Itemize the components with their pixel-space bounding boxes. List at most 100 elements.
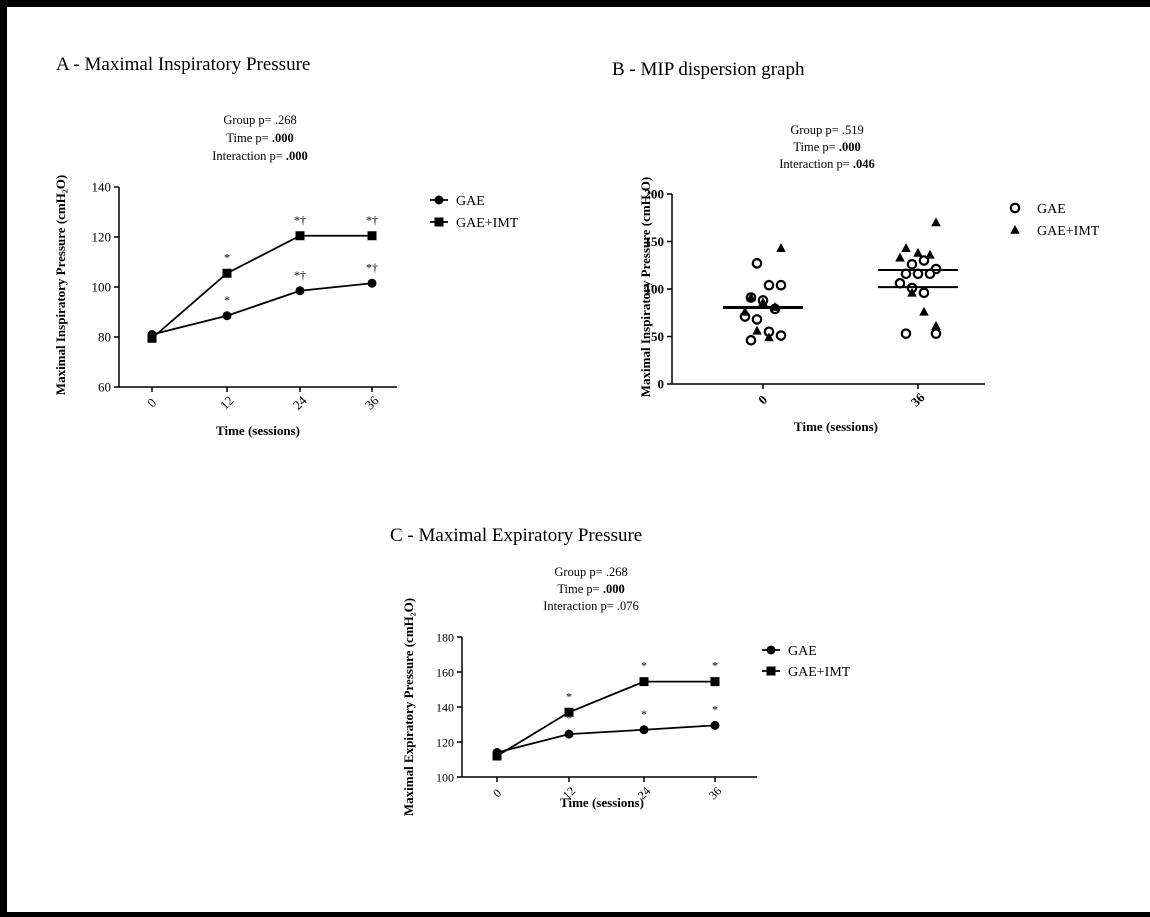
chart-a-series-0-point [222, 311, 232, 321]
chart-b-stat-1: Time p= .000 [793, 140, 860, 154]
chart-b-series-1-point [931, 321, 941, 330]
chart-c-stat-0: Group p= .268 [554, 565, 627, 579]
chart-b-series-0-point [763, 279, 775, 291]
chart-b-series-0-point [775, 279, 787, 291]
chart-a-x-tick-label: 0 [144, 395, 159, 410]
chart-c-legend-0-marker [766, 645, 776, 655]
chart-b-y-tick-label: 200 [645, 187, 665, 202]
chart-c-annotation: * [712, 659, 718, 673]
chart-a-stat-1: Time p= .000 [226, 131, 293, 145]
chart-c-series-1-line [496, 680, 715, 757]
chart-c-stat-1: Time p= .000 [557, 582, 624, 596]
chart-b-legend-1-label: GAE+IMT [1037, 224, 1100, 239]
chart-c-annotation: * [566, 689, 572, 703]
chart-b-y-tick-label: 150 [645, 234, 665, 249]
chart-c-annotation: * [712, 702, 718, 716]
chart-c-annotation: * [641, 659, 647, 673]
chart-c-series-0-point [710, 720, 720, 730]
chart-a-stat-2: Interaction p= .000 [212, 149, 308, 163]
chart-b-series-1-point [913, 247, 923, 257]
chart-a-y-tick-label: 140 [92, 180, 112, 195]
chart-b-y-tick-label: 0 [658, 377, 665, 392]
chart-a-x-tick-label: 24 [290, 392, 310, 412]
chart-c-series-1-point [639, 677, 649, 687]
chart-a-legend-1-label: GAE+IMT [456, 216, 519, 231]
chart-b-y-tick-label: 100 [645, 282, 665, 297]
chart-b-series-0-point [906, 258, 918, 270]
chart-a-annotation: *† [294, 268, 306, 282]
chart-c-annotation: * [566, 711, 572, 725]
chart-c-series-1-point [492, 751, 502, 761]
chart-b-y-tick-label: 50 [651, 329, 664, 344]
chart-b-y-axis-label: Maximal Inspiratory Pressure (cmH₂O) [638, 177, 653, 397]
chart-b-series-1-point [931, 217, 941, 227]
chart-c-y-tick-label: 120 [436, 736, 454, 750]
chart-a-annotation: * [224, 293, 230, 307]
chart-c-series-1-point [710, 677, 720, 687]
chart-a-series-0-line [151, 282, 373, 336]
chart-b-legend-0-label: GAE [1037, 202, 1066, 217]
chart-b-x-tick-label: 0 [755, 392, 770, 407]
chart-b-series-0-point [918, 287, 930, 299]
chart-c-series-0-line [496, 724, 716, 754]
chart-a-legend-0-marker [434, 195, 444, 205]
chart-c-legend-0-label: GAE [788, 644, 817, 659]
chart-c-series-1-point [564, 707, 574, 717]
chart-a-y-tick-label: 100 [92, 280, 112, 295]
chart-a-series-0-point [367, 278, 377, 288]
chart-c-stat-2: Interaction p= .076 [543, 599, 639, 613]
chart-a-y-tick-label: 120 [92, 230, 112, 245]
chart-b-series-0-point [751, 258, 763, 269]
chart-b-series-1-point [776, 243, 786, 252]
chart-b-series-0-point [745, 334, 757, 346]
chart-b-series-1-point [740, 306, 750, 316]
chart-b-title: B - MIP dispersion graph [612, 59, 805, 80]
chart-b-series-1-point [919, 306, 929, 316]
chart-b-series-0-point [751, 314, 763, 325]
chart-b-series-1-point [901, 243, 911, 252]
chart-b-series-1-point [925, 249, 935, 259]
chart-c-y-tick-label: 180 [436, 631, 454, 645]
chart-a-legend-1-marker [434, 217, 444, 227]
chart-b-series-0-point [775, 330, 787, 341]
chart-c-y-axis-label: Maximal Expiratory Pressure (cmH₂O) [401, 598, 416, 816]
chart-b-series-1-point [895, 252, 905, 262]
chart-b-stat-0: Group p= .519 [790, 123, 863, 137]
chart-a-series-1-line [151, 234, 372, 339]
chart-b-series-1-point [764, 332, 774, 342]
chart-a-y-tick-label: 60 [98, 380, 111, 395]
chart-a-x-axis-label: Time (sessions) [216, 423, 300, 438]
chart-a-annotation: *† [366, 213, 378, 227]
chart-a-annotation: *† [366, 260, 378, 274]
chart-c-legend-1-label: GAE+IMT [788, 665, 851, 680]
chart-a-y-tick-label: 80 [98, 330, 111, 345]
chart-a-annotation: * [224, 250, 230, 264]
chart-c-x-tick-label: 0 [490, 786, 504, 800]
chart-b-x-axis-label: Time (sessions) [794, 419, 878, 434]
chart-c-y-tick-label: 140 [436, 701, 454, 715]
chart-b-series-1-point [746, 292, 756, 302]
chart-c-y-tick-label: 100 [436, 771, 454, 785]
chart-a-title: A - Maximal Inspiratory Pressure [56, 54, 310, 75]
chart-a-y-axis-label: Maximal Inspiratory Pressure (cmH₂O) [53, 175, 68, 395]
chart-a-legend-0-label: GAE [456, 194, 485, 209]
chart-c-legend-1-marker [766, 666, 776, 676]
chart-a-series-1-point [295, 231, 305, 241]
chart-a-x-tick-label: 36 [362, 392, 382, 412]
chart-a-stat-0: Group p= .268 [223, 113, 296, 127]
chart-b-series-0-point [930, 328, 942, 339]
chart-c-series-0-point [564, 729, 574, 739]
chart-b-series-0-point [900, 328, 912, 339]
chart-b-legend-0-marker [1009, 202, 1021, 214]
chart-c-annotation: * [641, 707, 647, 721]
chart-b-x-tick-label: 36 [908, 389, 928, 409]
chart-b-stat-2: Interaction p= .046 [779, 157, 875, 171]
chart-a-series-1-point [367, 231, 377, 241]
chart-a-series-1-point [222, 268, 232, 278]
chart-c-x-axis-label: Time (sessions) [560, 795, 644, 810]
chart-c-title: C - Maximal Expiratory Pressure [390, 525, 642, 546]
chart-a-annotation: *† [294, 213, 306, 227]
chart-a-x-tick-label: 12 [217, 393, 237, 413]
